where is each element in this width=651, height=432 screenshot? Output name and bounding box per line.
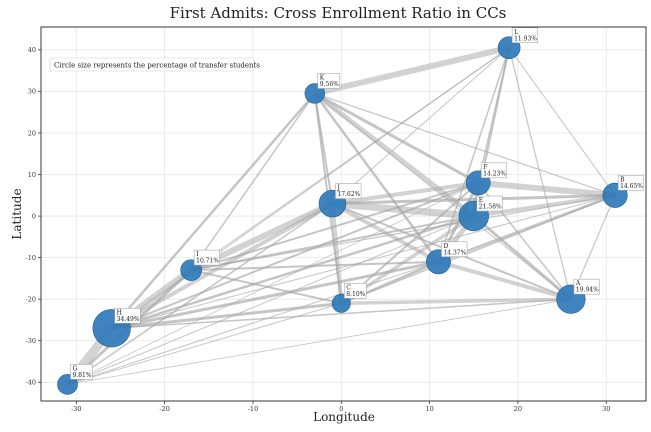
node-label-pct: 9.56% [320,81,339,88]
plot-frame [41,27,646,401]
node-label-pct: 9.81% [72,372,91,379]
x-tick-label: 20 [514,405,522,413]
y-tick-label: 30 [28,88,36,96]
node-label: D14.37% [441,242,467,257]
edge-line [478,48,509,183]
node-label-pct: 14.23% [483,170,506,177]
y-tick-label: 40 [28,46,36,54]
edge-line [315,93,478,182]
x-tick-label: -30 [71,405,81,413]
x-axis-label: Longitude [313,410,375,424]
node-label: G9.81% [70,364,92,379]
node-label: L11.93% [512,28,538,43]
node-label: H34.49% [115,308,141,323]
chart-title: First Admits: Cross Enrollment Ratio in … [170,4,507,22]
annotation-box: Circle size represents the percentage of… [50,58,260,71]
y-tick-label: -20 [26,295,36,303]
node-label-pct: 8.10% [346,291,365,298]
node-label: C8.10% [344,283,366,298]
grid-layer [41,27,646,401]
x-tick-label: 10 [425,405,433,413]
edge-line [341,299,571,303]
node-label: K9.56% [318,73,340,88]
edge-line [509,48,615,196]
y-tick-label: -30 [26,337,36,345]
node-label-pct: 11.93% [514,35,537,42]
edge-line [478,183,615,195]
x-tick-label: 30 [602,405,610,413]
node-label-pct: 14.65% [620,183,643,190]
node-label: I10.71% [194,250,220,265]
edge-line [315,48,509,94]
node-label-pct: 14.37% [443,249,466,256]
y-tick-label: -10 [26,254,36,262]
node-label: B14.65% [618,175,644,190]
y-axis-label: Latitude [10,188,24,239]
y-tick-label: -40 [26,379,36,387]
node-label: A19.94% [574,279,600,294]
node-label-pct: 10.71% [196,258,219,265]
y-tick-label: 10 [28,171,36,179]
annotation-text: Circle size represents the percentage of… [54,62,260,70]
x-tick-label: -20 [159,405,169,413]
node-label-pct: 17.62% [337,191,360,198]
edge-line [191,48,509,270]
node-label: E21.58% [477,196,503,211]
y-tick-label: 0 [32,212,36,220]
node-label-pct: 19.94% [576,287,599,294]
node-label-pct: 34.49% [117,316,140,323]
y-tick-label: 20 [28,129,36,137]
x-tick-label: -10 [248,405,258,413]
node-label: J17.62% [335,184,361,199]
node-label: F14.23% [481,163,507,178]
node-label-pct: 21.58% [479,204,502,211]
